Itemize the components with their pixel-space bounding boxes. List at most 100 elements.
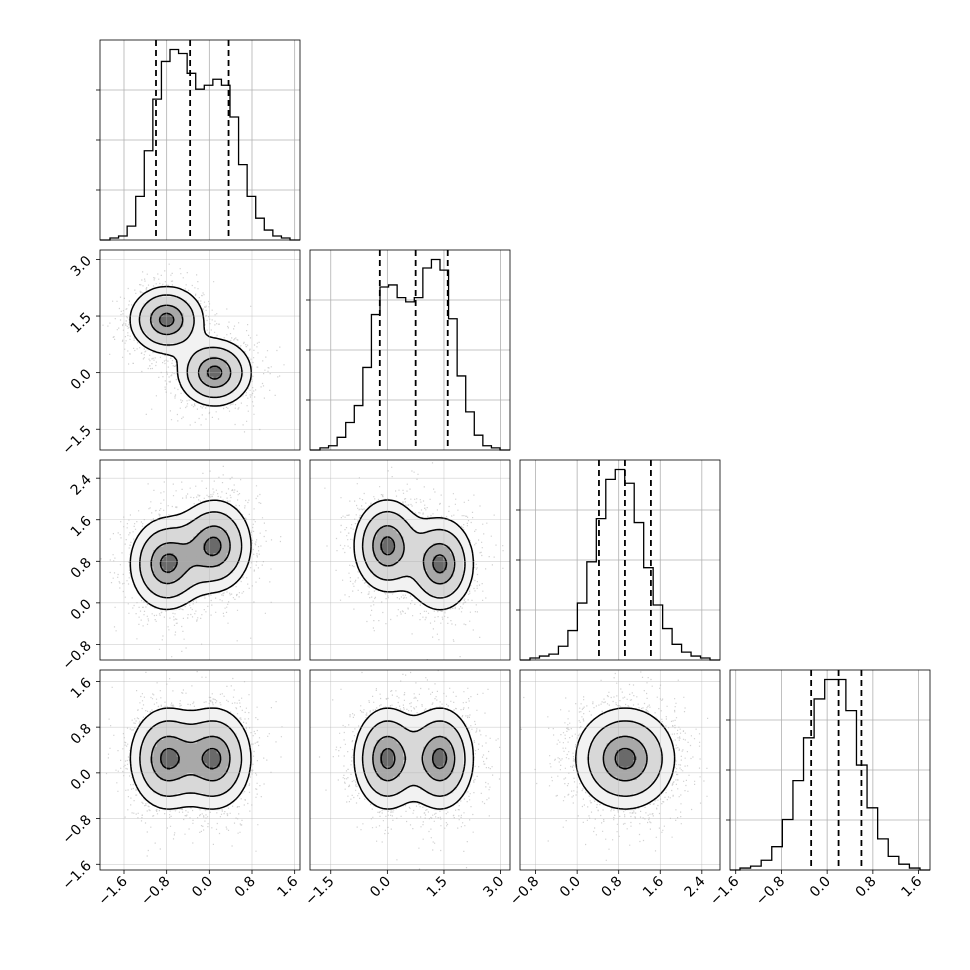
density-cell xyxy=(156,570,161,574)
density-cell xyxy=(200,556,204,561)
density-cell xyxy=(240,780,244,784)
density-cell xyxy=(396,580,401,584)
density-cell xyxy=(146,323,151,328)
density-cell xyxy=(240,530,244,534)
density-cell xyxy=(163,713,168,718)
density-cell xyxy=(130,310,134,314)
density-cell xyxy=(193,546,198,551)
density-cell xyxy=(210,390,214,394)
density-cell xyxy=(373,503,378,508)
density-cell xyxy=(440,753,444,758)
density-cell xyxy=(196,343,201,348)
density-cell xyxy=(200,546,204,551)
density-cell xyxy=(183,586,188,591)
density-cell xyxy=(436,773,441,778)
density-cell xyxy=(376,766,381,771)
density-cell xyxy=(233,560,238,564)
density-cell xyxy=(180,783,184,788)
density-cell xyxy=(410,770,414,774)
density-cell xyxy=(446,586,451,591)
density-cell xyxy=(153,596,158,601)
density-cell xyxy=(210,743,214,748)
density-cell xyxy=(386,566,391,571)
density-cell xyxy=(393,713,398,718)
density-cell xyxy=(436,583,441,588)
density-cell xyxy=(446,540,451,544)
density-cell xyxy=(610,746,614,751)
density-cell xyxy=(613,766,618,771)
density-cell xyxy=(150,543,154,548)
density-cell xyxy=(193,320,198,324)
density-cell xyxy=(463,546,468,551)
density-cell xyxy=(430,553,434,558)
density-cell xyxy=(183,580,188,584)
density-cell xyxy=(243,560,248,564)
density-cell xyxy=(133,740,138,744)
density-cell xyxy=(420,553,424,558)
density-cell xyxy=(190,543,194,548)
density-cell xyxy=(243,750,248,754)
density-cell xyxy=(376,723,381,728)
density-cell xyxy=(203,783,208,788)
density-cell xyxy=(590,733,594,738)
density-cell xyxy=(203,566,208,571)
density-cell xyxy=(173,556,178,561)
density-cell xyxy=(240,566,244,571)
density-cell xyxy=(406,736,411,741)
density-cell xyxy=(196,786,201,791)
density-cell xyxy=(186,716,191,721)
density-cell xyxy=(166,716,171,721)
density-cell xyxy=(430,763,434,768)
density-cell xyxy=(220,400,224,404)
density-cell xyxy=(383,716,388,721)
density-cell xyxy=(653,773,658,778)
density-cell xyxy=(433,760,438,764)
density-cell xyxy=(186,800,191,804)
density-cell xyxy=(443,523,448,528)
density-cell xyxy=(186,313,191,318)
density-cell xyxy=(173,550,178,554)
density-cell xyxy=(650,760,654,764)
density-cell xyxy=(203,380,208,384)
density-cell xyxy=(373,566,378,571)
density-cell xyxy=(366,543,371,548)
density-cell xyxy=(176,296,181,301)
density-cell xyxy=(153,566,158,571)
density-cell xyxy=(410,750,414,754)
density-cell xyxy=(386,733,391,738)
density-cell xyxy=(356,536,361,541)
density-cell xyxy=(433,560,438,564)
density-cell xyxy=(420,550,424,554)
density-cell xyxy=(213,776,218,781)
density-cell xyxy=(190,780,194,784)
density-cell xyxy=(583,760,588,764)
density-cell xyxy=(200,726,204,731)
density-cell xyxy=(220,360,224,364)
density-cell xyxy=(186,776,191,781)
density-cell xyxy=(240,746,244,751)
density-cell xyxy=(186,583,191,588)
density-cell xyxy=(216,400,221,404)
density-cell xyxy=(213,523,218,528)
density-cell xyxy=(206,526,211,531)
density-cell xyxy=(173,340,178,344)
density-cell xyxy=(163,783,168,788)
density-cell xyxy=(190,313,194,318)
density-cell xyxy=(403,510,408,514)
density-cell xyxy=(180,556,184,561)
density-cell xyxy=(133,543,138,548)
density-cell xyxy=(183,336,188,341)
density-cell xyxy=(130,313,134,318)
density-cell xyxy=(170,530,174,534)
density-cell xyxy=(606,760,611,764)
density-cell xyxy=(180,563,184,568)
density-cell xyxy=(366,536,371,541)
density-cell xyxy=(203,786,208,791)
density-cell xyxy=(590,746,594,751)
density-cell xyxy=(223,803,228,808)
density-cell xyxy=(416,533,421,538)
density-cell xyxy=(363,540,368,544)
density-cell xyxy=(583,740,588,744)
density-cell xyxy=(426,563,431,568)
density-cell xyxy=(233,790,238,794)
